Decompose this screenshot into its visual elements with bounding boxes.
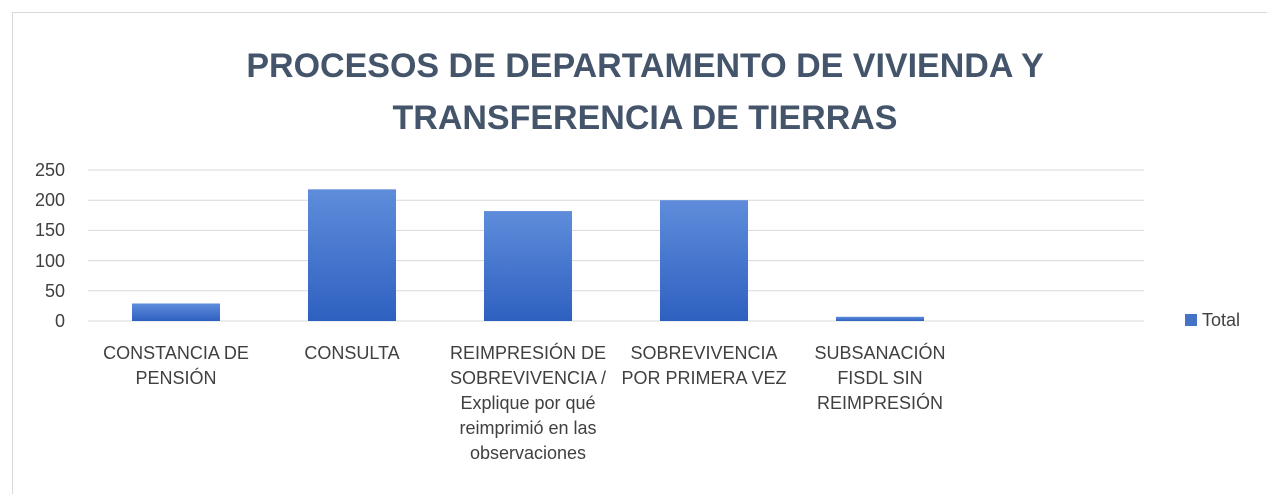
x-tick-label: SUBSANACIÓN FISDL SIN REIMPRESIÓN bbox=[814, 343, 946, 413]
bar bbox=[132, 303, 220, 321]
y-tick-label: 100 bbox=[34, 250, 65, 271]
x-tick-label: CONSTANCIA DE PENSIÓN bbox=[103, 343, 249, 388]
bar bbox=[836, 316, 924, 321]
chart-frame bbox=[12, 12, 1267, 494]
legend-label: Total bbox=[1202, 310, 1241, 330]
y-tick-label: 0 bbox=[54, 311, 65, 331]
y-tick-label: 50 bbox=[44, 280, 65, 301]
x-tick-label: REIMPRESIÓN DE SOBREVIVENCIA / Explique … bbox=[449, 343, 607, 463]
chart-title: PROCESOS DE DEPARTAMENTO DE VIVIENDA Y T… bbox=[246, 47, 1044, 137]
y-tick-label: 200 bbox=[34, 190, 65, 211]
y-tick-label: 150 bbox=[34, 220, 65, 241]
bar bbox=[484, 211, 572, 321]
x-tick-label: SOBREVIVENCIA POR PRIMERA VEZ bbox=[621, 343, 787, 388]
bar bbox=[308, 189, 396, 321]
legend-swatch bbox=[1185, 314, 1197, 326]
bar bbox=[660, 200, 748, 321]
x-tick-label: CONSULTA bbox=[304, 343, 400, 363]
y-tick-label: 250 bbox=[34, 160, 65, 180]
